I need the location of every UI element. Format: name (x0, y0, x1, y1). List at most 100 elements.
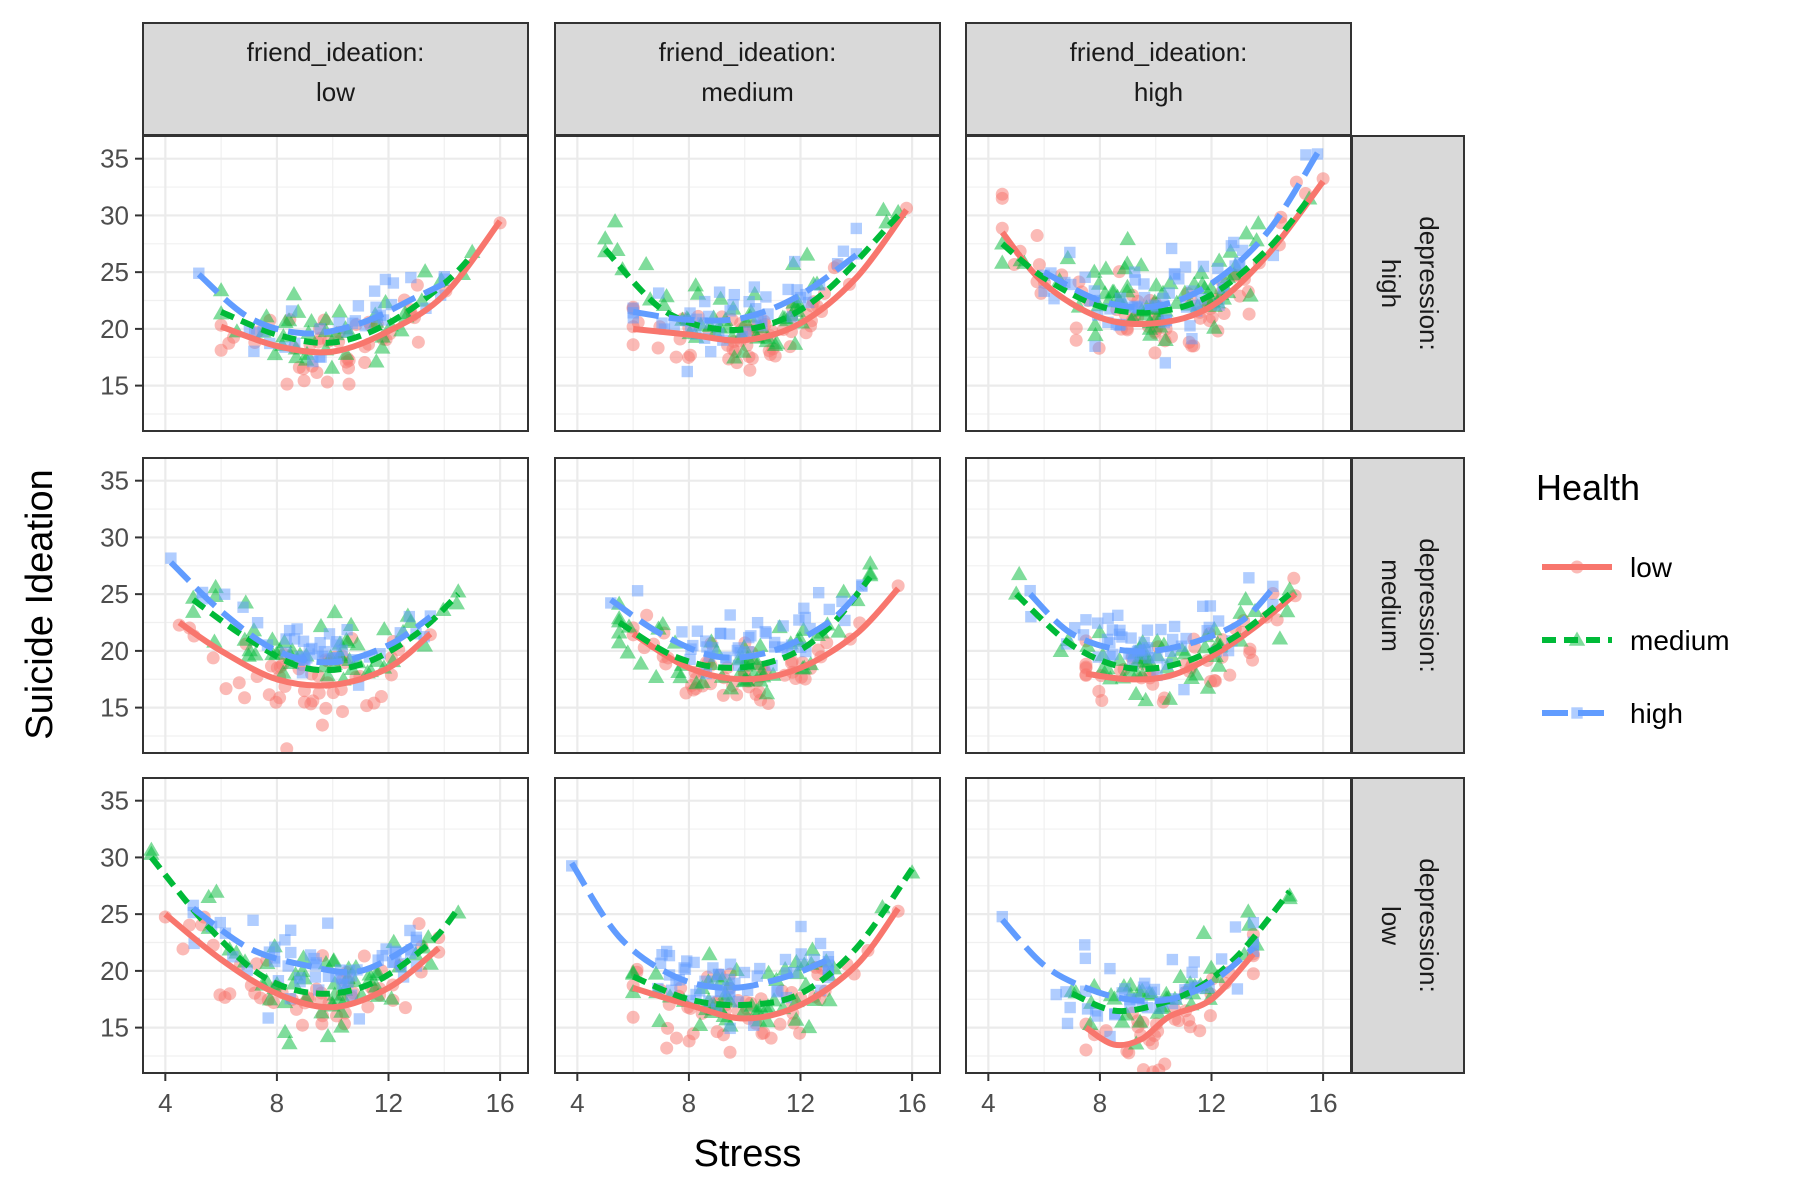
data-point-low (768, 349, 782, 363)
y-tick-label: 20 (100, 636, 129, 666)
data-point-high (1088, 285, 1100, 297)
data-point-high (312, 648, 324, 660)
data-point-low (743, 363, 757, 377)
panel-border (554, 457, 941, 754)
data-point-medium (821, 992, 838, 1007)
data-point-medium (722, 680, 740, 695)
data-point-high (272, 975, 285, 987)
data-point-medium (687, 277, 704, 292)
data-point-medium (277, 313, 294, 328)
data-point-medium (1086, 316, 1104, 331)
data-point-high (1201, 625, 1213, 637)
data-point-high (789, 255, 801, 268)
data-point-high (722, 982, 734, 994)
trend-line-low (163, 911, 441, 1011)
data-point-medium (240, 647, 257, 662)
data-point-high (795, 920, 807, 933)
data-point-high (850, 222, 862, 235)
data-point-high (280, 633, 292, 645)
data-point-high (723, 991, 735, 1003)
data-point-medium (597, 230, 614, 245)
y-tick-label: 25 (100, 257, 129, 287)
data-point-high (715, 627, 727, 639)
data-point-high (380, 943, 392, 955)
data-point-high (1124, 1001, 1136, 1013)
data-point-low (374, 690, 388, 704)
data-point-medium (1240, 903, 1257, 918)
data-point-medium (369, 963, 386, 979)
legend-item-low: low (1542, 552, 1673, 583)
data-point-high (727, 299, 739, 311)
data-point-high (665, 984, 678, 996)
data-point-high (1197, 600, 1209, 613)
data-point-high (1166, 953, 1179, 966)
data-point-high (296, 667, 309, 679)
data-point-high (713, 968, 725, 981)
data-point-high (241, 964, 253, 976)
data-point-high (341, 326, 353, 338)
data-point-high (1186, 332, 1198, 345)
data-point-low (238, 691, 252, 705)
data-point-medium (1242, 287, 1259, 302)
data-point-high (699, 295, 711, 308)
data-point-medium (448, 595, 465, 610)
data-point-high (237, 601, 249, 613)
data-point-high (424, 610, 437, 622)
data-point-medium (624, 983, 642, 999)
data-point-low (1287, 571, 1301, 585)
data-point-medium (349, 636, 366, 651)
row-strip-label: depression: (1414, 216, 1444, 350)
y-tick-label: 35 (100, 466, 129, 496)
data-point-low (1242, 307, 1256, 321)
data-point-low (310, 366, 324, 380)
data-point-high (359, 320, 371, 332)
data-point-medium (1250, 215, 1267, 230)
trend-line-low (632, 208, 909, 344)
data-point-medium (1119, 230, 1136, 246)
data-point-high (713, 327, 725, 340)
data-point-low (995, 187, 1009, 201)
data-point-low (723, 1045, 737, 1059)
data-point-high (1107, 648, 1119, 661)
panel-content (566, 860, 921, 1059)
data-point-high (1139, 977, 1151, 990)
data-point-medium (323, 359, 341, 374)
x-tick-label: 12 (1197, 1088, 1226, 1118)
x-axis-title: Stress (694, 1133, 802, 1175)
data-point-medium (208, 883, 225, 898)
trend-line-medium (603, 213, 901, 333)
data-point-medium (830, 623, 847, 638)
data-point-high (353, 1013, 366, 1025)
data-point-medium (804, 941, 821, 956)
data-point-medium (610, 624, 628, 639)
data-point-high (1229, 260, 1241, 272)
data-point-high (345, 989, 358, 1001)
data-point-low (669, 350, 683, 364)
data-point-medium (688, 675, 705, 690)
trend-line-medium (617, 575, 873, 671)
data-point-medium (752, 637, 769, 652)
data-point-high (1106, 624, 1119, 636)
data-point-high (724, 609, 736, 621)
data-point-low (1158, 1057, 1172, 1071)
data-point-high (322, 917, 334, 929)
data-point-high (403, 610, 416, 623)
data-point-high (385, 298, 398, 311)
data-point-high (736, 330, 748, 343)
data-point-medium (1206, 319, 1223, 334)
data-point-high (1247, 916, 1260, 929)
data-point-high (1215, 953, 1228, 965)
data-point-high (332, 651, 344, 664)
y-tick-label: 30 (100, 522, 129, 552)
data-point-high (1129, 274, 1142, 286)
facet-grid: friend_ideation:low friend_ideation:mediu… (19, 22, 1465, 1175)
y-tick-label: 35 (100, 786, 129, 816)
data-point-high (323, 628, 336, 640)
data-point-high (1104, 962, 1116, 975)
data-point-high (1151, 652, 1163, 664)
data-point-medium (760, 964, 777, 979)
data-point-high (314, 323, 326, 335)
x-tick-label: 4 (981, 1088, 995, 1118)
panel-r1-c1 (554, 457, 941, 754)
data-point-medium (1127, 685, 1145, 701)
